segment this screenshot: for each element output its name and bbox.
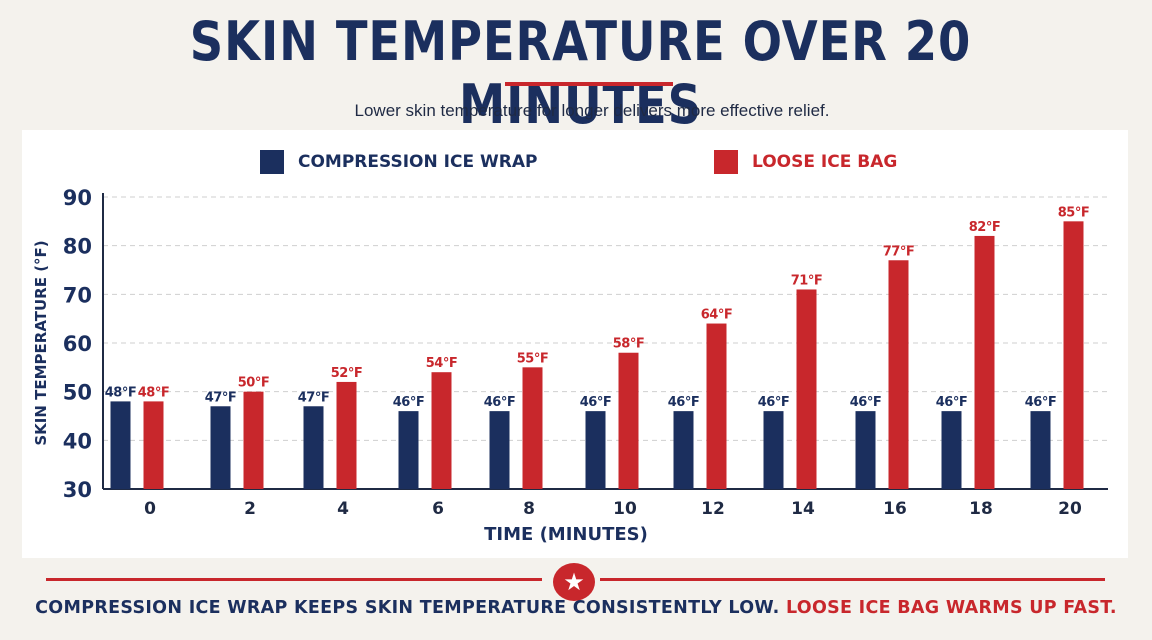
data-label-loose-bag: 50°F: [238, 376, 269, 391]
legend-item-loose-bag: LOOSE ICE BAG: [714, 150, 897, 174]
data-label-loose-bag: 82°F: [969, 220, 1000, 235]
x-tick-label: 10: [613, 499, 637, 519]
data-label-loose-bag: 55°F: [517, 351, 548, 366]
data-label-compression-wrap: 47°F: [205, 390, 236, 405]
data-label-compression-wrap: 46°F: [1025, 395, 1056, 410]
data-label-compression-wrap: 46°F: [484, 395, 515, 410]
data-label-compression-wrap: 47°F: [298, 390, 329, 405]
data-label-loose-bag: 77°F: [883, 244, 914, 259]
data-label-compression-wrap: 46°F: [758, 395, 789, 410]
data-label-compression-wrap: 46°F: [580, 395, 611, 410]
legend-label-loose-bag: LOOSE ICE BAG: [752, 152, 898, 172]
data-label-compression-wrap: 46°F: [668, 395, 699, 410]
data-label-compression-wrap: 46°F: [936, 395, 967, 410]
x-tick-label: 2: [244, 499, 256, 519]
footer-divider-right: [600, 578, 1105, 581]
bar-compression-wrap: [855, 411, 876, 489]
x-tick-label: 20: [1058, 499, 1082, 519]
bar-compression-wrap: [303, 406, 324, 489]
bar-compression-wrap: [1030, 411, 1051, 489]
footer-divider-left: [46, 578, 542, 581]
x-axis-title: TIME (MINUTES): [484, 524, 648, 545]
x-tick-label: 6: [432, 499, 444, 519]
title-underline: [505, 82, 673, 86]
y-tick-label: 40: [63, 429, 92, 453]
x-tick-label: 14: [791, 499, 815, 519]
bar-loose-bag: [522, 367, 543, 489]
footer-text-loose: LOOSE ICE BAG WARMS UP FAST.: [785, 598, 1117, 618]
x-tick-label: 18: [969, 499, 993, 519]
y-tick-label: 70: [63, 283, 92, 307]
data-label-compression-wrap: 46°F: [850, 395, 881, 410]
bar-loose-bag: [796, 289, 817, 489]
legend-item-compression-wrap: COMPRESSION ICE WRAP: [260, 150, 537, 174]
bar-loose-bag: [431, 372, 452, 489]
bar-compression-wrap: [398, 411, 419, 489]
y-axis-title: SKIN TEMPERATURE (°F): [32, 240, 50, 445]
bar-loose-bag: [706, 323, 727, 489]
bar-loose-bag: [243, 391, 264, 489]
bar-compression-wrap: [941, 411, 962, 489]
bar-loose-bag: [1063, 221, 1084, 490]
data-label-compression-wrap: 46°F: [393, 395, 424, 410]
bar-compression-wrap: [763, 411, 784, 489]
bar-loose-bag: [888, 260, 909, 489]
bar-compression-wrap: [489, 411, 510, 489]
bar-compression-wrap: [585, 411, 606, 489]
data-label-loose-bag: 52°F: [331, 366, 362, 381]
footer-text-wrap: COMPRESSION ICE WRAP KEEPS SKIN TEMPERAT…: [35, 598, 780, 618]
legend-swatch-compression-wrap: [260, 150, 284, 174]
bar-compression-wrap: [110, 401, 131, 489]
data-label-loose-bag: 58°F: [613, 337, 644, 352]
chart-subtitle: Lower skin temperature for longer delive…: [354, 101, 830, 120]
data-label-loose-bag: 48°F: [138, 385, 169, 400]
bar-loose-bag: [974, 235, 995, 489]
x-tick-label: 12: [701, 499, 725, 519]
bar-compression-wrap: [673, 411, 694, 489]
legend-swatch-loose-bag: [714, 150, 738, 174]
y-tick-label: 50: [63, 381, 92, 405]
x-tick-label: 16: [883, 499, 907, 519]
x-tick-label: 0: [144, 499, 156, 519]
y-tick-label: 80: [63, 235, 92, 259]
data-label-loose-bag: 64°F: [701, 308, 732, 323]
x-tick-label: 4: [337, 499, 349, 519]
data-label-compression-wrap: 48°F: [105, 385, 136, 400]
y-tick-label: 30: [63, 478, 92, 502]
x-tick-label: 8: [523, 499, 535, 519]
footer-caption: COMPRESSION ICE WRAP KEEPS SKIN TEMPERAT…: [0, 598, 1152, 618]
bar-loose-bag: [336, 381, 357, 489]
y-tick-label: 60: [63, 332, 92, 356]
legend-label-compression-wrap: COMPRESSION ICE WRAP: [298, 152, 538, 172]
y-tick-label: 90: [63, 186, 92, 210]
data-label-loose-bag: 54°F: [426, 356, 457, 371]
bar-loose-bag: [618, 352, 639, 489]
bar-loose-bag: [143, 401, 164, 489]
star-icon: ★: [550, 560, 598, 604]
data-label-loose-bag: 71°F: [791, 273, 822, 288]
data-label-loose-bag: 85°F: [1058, 205, 1089, 220]
bar-compression-wrap: [210, 406, 231, 489]
